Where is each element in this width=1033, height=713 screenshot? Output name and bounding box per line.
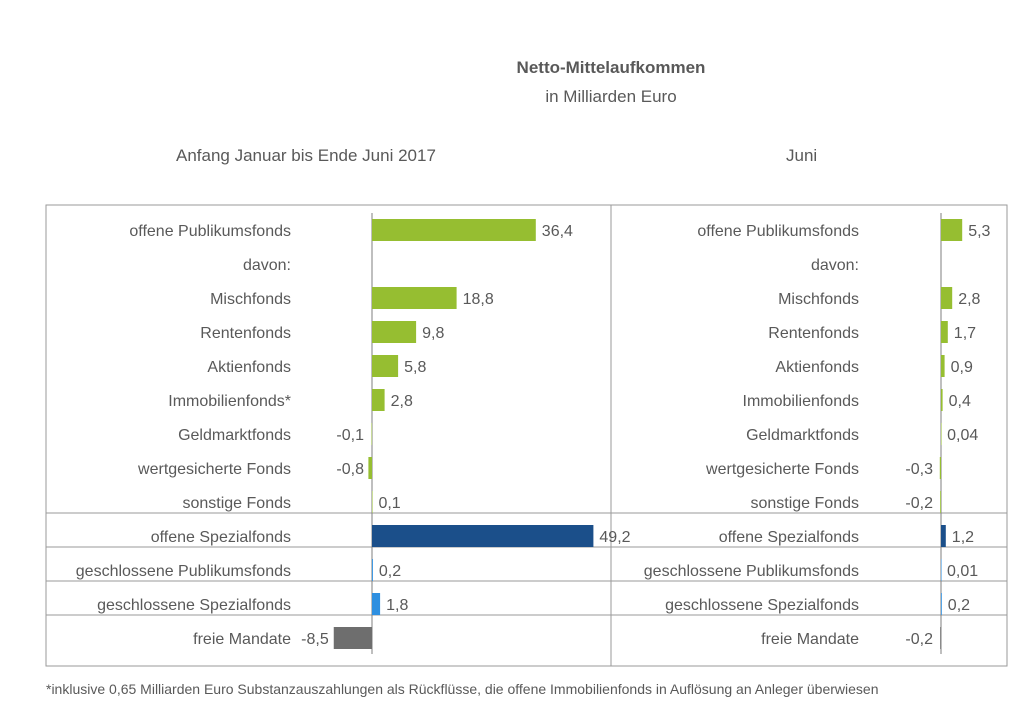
- bar-left-sonstige-fonds: [372, 491, 373, 513]
- category-label-right-davon: davon:: [811, 257, 859, 274]
- category-label-left-davon: davon:: [243, 257, 291, 274]
- panel-title-right: Juni: [786, 146, 818, 165]
- category-label-left-immobilienfonds: Immobilienfonds*: [168, 393, 291, 410]
- value-label-left-rentenfonds: 9,8: [422, 325, 444, 342]
- bar-left-rentenfonds: [372, 321, 417, 343]
- category-label-right-freie-mandate: freie Mandate: [761, 631, 859, 648]
- value-label-right-offene-publikumsfonds: 5,3: [968, 223, 990, 240]
- bar-right-mischfonds: [941, 287, 953, 309]
- labels: offene Publikumsfonds 36,4 davon: Mischfond…: [76, 223, 991, 648]
- category-label-left-geldmarktfonds: Geldmarktfonds: [178, 427, 291, 444]
- value-label-right-geldmarktfonds: 0,04: [947, 427, 978, 444]
- category-label-left-sonstige-fonds: sonstige Fonds: [182, 495, 291, 512]
- category-label-left-geschlossene-publikumsfonds: geschlossene Publikumsfonds: [76, 563, 291, 580]
- bar-left-aktienfonds: [372, 355, 399, 377]
- value-label-right-geschlossene-publikumsfonds: 0,01: [947, 563, 978, 580]
- category-label-right-offene-spezialfonds: offene Spezialfonds: [719, 529, 859, 546]
- bar-right-geschlossene-spezialfonds: [941, 593, 942, 615]
- value-label-left-aktienfonds: 5,8: [404, 359, 426, 376]
- category-label-right-rentenfonds: Rentenfonds: [768, 325, 859, 342]
- value-label-right-offene-spezialfonds: 1,2: [952, 529, 974, 546]
- category-label-left-wertgesicherte-fonds: wertgesicherte Fonds: [137, 461, 291, 478]
- category-label-right-wertgesicherte-fonds: wertgesicherte Fonds: [705, 461, 859, 478]
- category-label-left-rentenfonds: Rentenfonds: [200, 325, 291, 342]
- value-label-left-immobilienfonds: 2,8: [391, 393, 413, 410]
- value-label-right-sonstige-fonds: -0,2: [905, 495, 933, 512]
- bar-left-geldmarktfonds: [371, 423, 373, 445]
- value-label-left-offene-spezialfonds: 49,2: [599, 529, 630, 546]
- bar-left-offene-publikumsfonds: [372, 219, 536, 241]
- bar-left-offene-spezialfonds: [372, 525, 594, 547]
- chart-title: Netto-Mittelaufkommen: [516, 58, 706, 77]
- value-label-left-wertgesicherte-fonds: -0,8: [336, 461, 364, 478]
- value-label-right-immobilienfonds: 0,4: [949, 393, 971, 410]
- bar-right-rentenfonds: [941, 321, 948, 343]
- value-label-left-mischfonds: 18,8: [463, 291, 494, 308]
- category-label-right-aktienfonds: Aktienfonds: [775, 359, 859, 376]
- category-label-left-mischfonds: Mischfonds: [210, 291, 291, 308]
- footnote: *inklusive 0,65 Milliarden Euro Substanz…: [46, 681, 879, 697]
- table-border: [45, 204, 1008, 667]
- value-label-right-rentenfonds: 1,7: [954, 325, 976, 342]
- category-label-left-offene-spezialfonds: offene Spezialfonds: [151, 529, 291, 546]
- bar-right-wertgesicherte-fonds: [939, 457, 941, 479]
- value-label-right-wertgesicherte-fonds: -0,3: [905, 461, 933, 478]
- panel-title-left: Anfang Januar bis Ende Juni 2017: [176, 146, 436, 165]
- bar-right-offene-spezialfonds: [941, 525, 946, 547]
- value-label-right-geschlossene-spezialfonds: 0,2: [948, 597, 970, 614]
- bar-left-immobilienfonds: [372, 389, 385, 411]
- category-label-left-freie-mandate: freie Mandate: [193, 631, 291, 648]
- value-label-right-aktienfonds: 0,9: [951, 359, 973, 376]
- category-label-right-offene-publikumsfonds: offene Publikumsfonds: [697, 223, 859, 240]
- category-label-right-geldmarktfonds: Geldmarktfonds: [746, 427, 859, 444]
- value-label-left-offene-publikumsfonds: 36,4: [542, 223, 573, 240]
- category-label-right-geschlossene-spezialfonds: geschlossene Spezialfonds: [665, 597, 859, 614]
- bar-left-geschlossene-publikumsfonds: [372, 559, 373, 581]
- bar-right-offene-publikumsfonds: [941, 219, 963, 241]
- bar-left-wertgesicherte-fonds: [368, 457, 372, 479]
- value-label-left-geschlossene-spezialfonds: 1,8: [386, 597, 408, 614]
- value-label-left-geschlossene-publikumsfonds: 0,2: [379, 563, 401, 580]
- bar-right-aktienfonds: [941, 355, 945, 377]
- value-label-left-sonstige-fonds: 0,1: [378, 495, 400, 512]
- bar-right-geldmarktfonds: [941, 423, 942, 445]
- category-label-left-aktienfonds: Aktienfonds: [207, 359, 291, 376]
- value-label-right-freie-mandate: -0,2: [905, 631, 933, 648]
- bar-right-freie-mandate: [940, 627, 941, 649]
- chart-subtitle: in Milliarden Euro: [545, 87, 677, 106]
- bar-left-geschlossene-spezialfonds: [372, 593, 381, 615]
- value-label-left-freie-mandate: -8,5: [301, 631, 329, 648]
- bar-right-immobilienfonds: [941, 389, 943, 411]
- category-label-right-immobilienfonds: Immobilienfonds: [743, 393, 860, 410]
- category-label-right-mischfonds: Mischfonds: [778, 291, 859, 308]
- category-label-right-geschlossene-publikumsfonds: geschlossene Publikumsfonds: [644, 563, 859, 580]
- bar-right-geschlossene-publikumsfonds: [941, 559, 942, 581]
- category-label-left-geschlossene-spezialfonds: geschlossene Spezialfonds: [97, 597, 291, 614]
- category-label-left-offene-publikumsfonds: offene Publikumsfonds: [129, 223, 291, 240]
- value-label-left-geldmarktfonds: -0,1: [336, 427, 364, 444]
- category-label-right-sonstige-fonds: sonstige Fonds: [750, 495, 859, 512]
- bar-left-freie-mandate: [333, 627, 372, 649]
- bar-left-mischfonds: [372, 287, 457, 309]
- value-label-right-mischfonds: 2,8: [958, 291, 980, 308]
- bar-right-sonstige-fonds: [940, 491, 941, 513]
- bars: [333, 219, 963, 649]
